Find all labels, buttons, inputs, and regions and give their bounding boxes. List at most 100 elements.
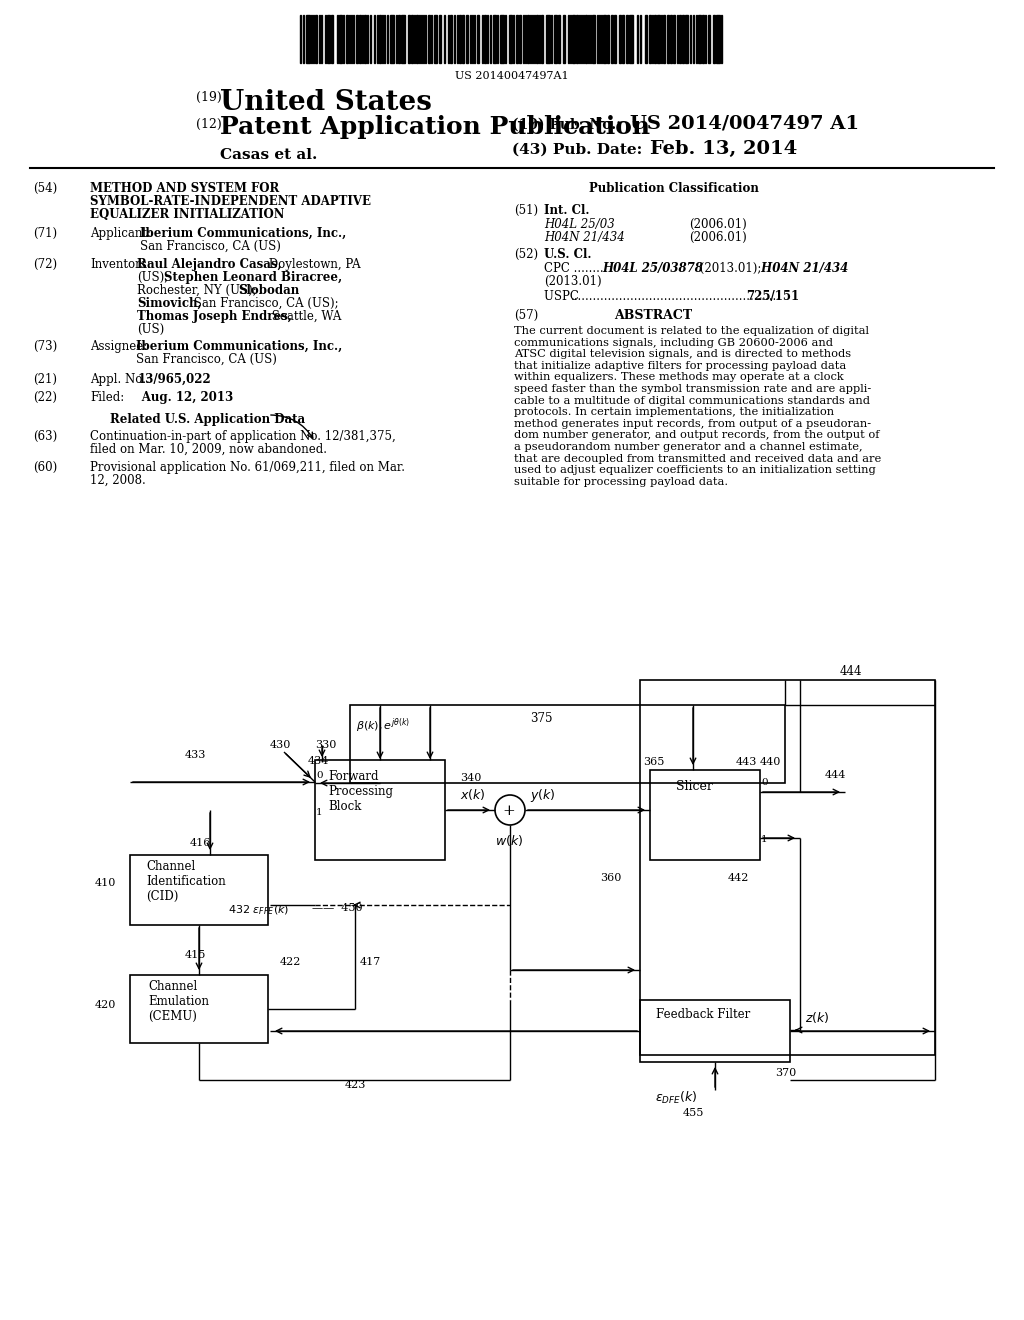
Bar	[346, 15, 348, 63]
Text: Doylestown, PA: Doylestown, PA	[265, 257, 360, 271]
Bar	[563, 15, 565, 63]
Bar	[130, 855, 268, 925]
Text: 365: 365	[643, 756, 665, 767]
Bar	[663, 15, 665, 63]
Text: 1: 1	[316, 808, 323, 817]
Text: (2013.01);: (2013.01);	[696, 261, 762, 275]
Text: filed on Mar. 10, 2009, now abandoned.: filed on Mar. 10, 2009, now abandoned.	[90, 444, 327, 455]
Bar	[645, 15, 647, 63]
Text: $w(k)$: $w(k)$	[495, 833, 523, 847]
Bar	[626, 15, 628, 63]
Text: Feb. 13, 2014: Feb. 13, 2014	[650, 140, 798, 158]
Text: (21): (21)	[33, 374, 57, 385]
Bar	[411, 15, 413, 63]
Text: Publication Classification: Publication Classification	[589, 182, 759, 195]
Bar	[516, 15, 518, 63]
Bar	[408, 15, 410, 63]
Text: H04L 25/03878: H04L 25/03878	[602, 261, 702, 275]
Text: Thomas Joseph Endres,: Thomas Joseph Endres,	[137, 310, 292, 323]
Bar	[654, 15, 656, 63]
Text: (60): (60)	[33, 461, 57, 474]
Bar	[536, 15, 538, 63]
Text: Stephen Leonard Biracree,: Stephen Leonard Biracree,	[164, 271, 342, 284]
Text: ABSTRACT: ABSTRACT	[614, 309, 692, 322]
Text: Casas et al.: Casas et al.	[220, 148, 317, 162]
Text: San Francisco, CA (US): San Francisco, CA (US)	[140, 240, 281, 253]
Bar	[640, 680, 935, 1055]
Bar	[603, 15, 606, 63]
Text: 443: 443	[736, 756, 758, 767]
Text: CPC ........: CPC ........	[544, 261, 607, 275]
Bar	[546, 15, 550, 63]
Text: Provisional application No. 61/069,211, filed on Mar.: Provisional application No. 61/069,211, …	[90, 461, 406, 474]
Text: (2006.01): (2006.01)	[689, 218, 746, 231]
Bar	[575, 15, 578, 63]
Text: +: +	[502, 804, 515, 818]
Text: 0: 0	[761, 777, 768, 787]
Bar	[527, 15, 529, 63]
Text: (52): (52)	[514, 248, 539, 261]
Text: (71): (71)	[33, 227, 57, 240]
Bar	[679, 15, 681, 63]
Bar	[649, 15, 651, 63]
Bar	[359, 15, 361, 63]
Bar	[339, 15, 342, 63]
Text: $\beta(k),e^{j\theta(k)}$: $\beta(k),e^{j\theta(k)}$	[356, 715, 411, 735]
Bar	[315, 15, 317, 63]
Text: $y(k)$: $y(k)$	[530, 787, 556, 804]
Bar	[640, 1001, 790, 1063]
Bar	[350, 705, 785, 783]
Bar	[607, 15, 609, 63]
Text: (72): (72)	[33, 257, 57, 271]
Text: (63): (63)	[33, 430, 57, 444]
Bar	[459, 15, 461, 63]
Bar	[650, 770, 760, 861]
Text: 417: 417	[360, 957, 381, 968]
Text: Simovich,: Simovich,	[137, 297, 202, 310]
Text: 1: 1	[761, 836, 768, 843]
Text: $z(k)$: $z(k)$	[805, 1010, 829, 1026]
Text: 340: 340	[460, 774, 481, 783]
Text: 415: 415	[185, 950, 207, 960]
Text: 375: 375	[530, 711, 553, 725]
Text: Channel
Identification
(CID): Channel Identification (CID)	[146, 861, 225, 903]
Text: 455: 455	[683, 1107, 705, 1118]
Text: 410: 410	[95, 878, 117, 888]
Text: San Francisco, CA (US);: San Francisco, CA (US);	[190, 297, 339, 310]
Text: (US);: (US);	[137, 271, 168, 284]
Text: (73): (73)	[33, 341, 57, 352]
Text: Aug. 12, 2013: Aug. 12, 2013	[117, 391, 233, 404]
Text: 430: 430	[270, 741, 292, 750]
Text: Seattle, WA: Seattle, WA	[268, 310, 341, 323]
Bar	[572, 15, 575, 63]
Text: (54): (54)	[33, 182, 57, 195]
Text: (10) Pub. No.:: (10) Pub. No.:	[512, 117, 622, 132]
Text: Applicant:: Applicant:	[90, 227, 151, 240]
Bar	[592, 15, 595, 63]
Bar	[462, 15, 464, 63]
Text: ——  450: —— 450	[312, 903, 362, 913]
Bar	[673, 15, 675, 63]
Bar	[611, 15, 613, 63]
Bar	[434, 15, 437, 63]
Text: (22): (22)	[33, 391, 57, 404]
Text: (2006.01): (2006.01)	[689, 231, 746, 244]
Bar	[466, 15, 468, 63]
Bar	[428, 15, 430, 63]
Text: Inventors:: Inventors:	[90, 257, 151, 271]
Text: The current document is related to the equalization of digital
communications si: The current document is related to the e…	[514, 326, 882, 487]
Text: 423: 423	[345, 1080, 367, 1090]
Text: 360: 360	[600, 873, 622, 883]
Bar	[685, 15, 688, 63]
Text: $x(k)$: $x(k)$	[460, 787, 485, 803]
Text: H04L 25/03: H04L 25/03	[544, 218, 614, 231]
Bar	[541, 15, 543, 63]
Text: 440: 440	[760, 756, 781, 767]
Bar	[484, 15, 486, 63]
Text: 0: 0	[316, 771, 323, 780]
Bar	[331, 15, 333, 63]
Text: San Francisco, CA (US): San Francisco, CA (US)	[136, 352, 276, 366]
Bar	[356, 15, 358, 63]
Text: Related U.S. Application Data: Related U.S. Application Data	[110, 413, 305, 426]
Bar	[398, 15, 400, 63]
